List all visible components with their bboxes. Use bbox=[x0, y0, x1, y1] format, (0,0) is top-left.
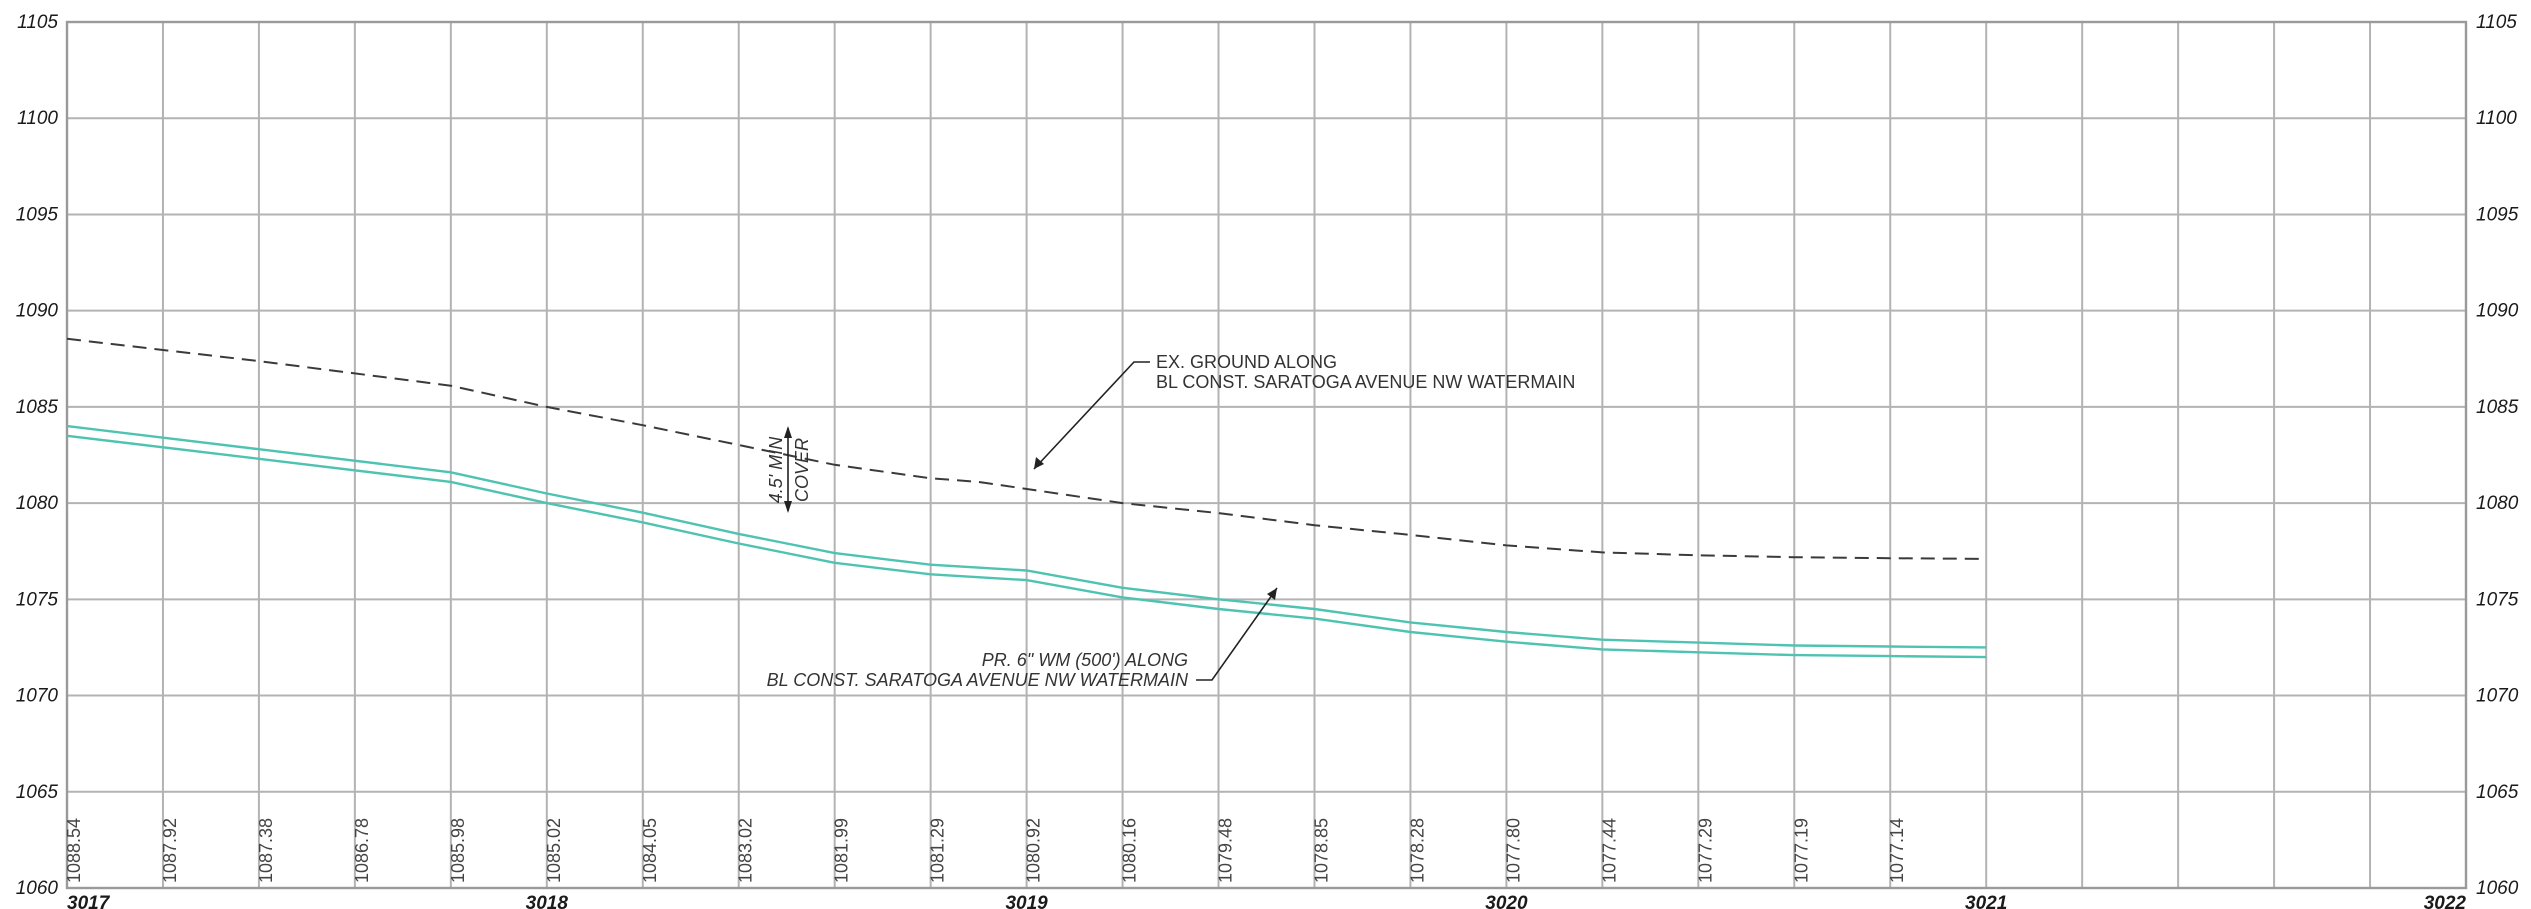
y-tick-label-left: 1100 bbox=[17, 108, 58, 129]
ground-elevation-label: 1087.92 bbox=[160, 818, 180, 883]
cover-arrow-top bbox=[784, 426, 792, 438]
y-tick-label-right: 1090 bbox=[2476, 301, 2519, 322]
existing-ground-line bbox=[66, 337, 1987, 560]
ground-elevation-label: 1080.92 bbox=[1024, 818, 1044, 883]
ground-elevation-labels: 1088.54 1087.92 1087.38 1086.78 1085.98 1085.… bbox=[64, 818, 1907, 883]
station-tick-label: 3019 bbox=[1005, 893, 1048, 909]
y-tick-label-left: 1105 bbox=[17, 12, 58, 33]
ground-elevation-label: 1078.85 bbox=[1311, 818, 1331, 883]
ground-elevation-label: 1078.28 bbox=[1407, 818, 1427, 883]
y-tick-label-left: 1060 bbox=[16, 878, 59, 899]
ground-leader-line bbox=[1033, 361, 1150, 470]
ground-elevation-label: 1088.54 bbox=[64, 818, 84, 883]
y-tick-label-left: 1075 bbox=[16, 589, 59, 610]
pipe-leader-arrow bbox=[1267, 588, 1277, 600]
ground-elevation-label: 1081.29 bbox=[928, 818, 948, 883]
ground-elevation-label: 1077.14 bbox=[1887, 818, 1907, 883]
ground-elevation-label: 1077.80 bbox=[1503, 818, 1523, 883]
y-tick-label-left: 1085 bbox=[16, 397, 59, 418]
ground-elevation-label: 1084.05 bbox=[640, 818, 660, 883]
y-tick-label-left: 1090 bbox=[16, 301, 59, 322]
pipe-callout: PR. 6" WM (500') ALONG BL CONST. SARATOG… bbox=[767, 587, 1278, 690]
pipe-top-line bbox=[66, 424, 1987, 649]
y-tick-label-right: 1095 bbox=[2476, 204, 2519, 225]
y-tick-label-left: 1095 bbox=[16, 204, 59, 225]
ground-elevation-label: 1085.02 bbox=[544, 818, 564, 883]
ground-elevation-label: 1081.99 bbox=[832, 818, 852, 883]
ground-elevation-label: 1086.78 bbox=[352, 818, 372, 883]
ground-elevation-label: 1077.29 bbox=[1695, 818, 1715, 883]
station-tick-label: 3018 bbox=[526, 893, 569, 909]
cover-callout: 4.5' MIN COVER bbox=[766, 426, 812, 513]
y-axis-right: 1060 1065 1070 1075 1080 1085 1090 1095 1100 1105 bbox=[2476, 12, 2519, 899]
y-tick-label-right: 1080 bbox=[2476, 493, 2519, 514]
ground-leader-arrow bbox=[1034, 457, 1044, 469]
station-tick-label: 3017 bbox=[67, 893, 111, 909]
station-tick-label: 3021 bbox=[1965, 893, 2007, 909]
y-tick-label-right: 1100 bbox=[2476, 108, 2517, 129]
y-tick-label-right: 1070 bbox=[2476, 686, 2519, 707]
y-tick-label-right: 1075 bbox=[2476, 589, 2519, 610]
pipe-bottom-line bbox=[66, 434, 1987, 659]
y-tick-label-left: 1080 bbox=[16, 493, 59, 514]
station-tick-label: 3022 bbox=[2424, 893, 2467, 909]
y-tick-label-right: 1085 bbox=[2476, 397, 2519, 418]
pipe-leader-line bbox=[1196, 587, 1278, 681]
cover-note-line1: 4.5' MIN bbox=[766, 436, 786, 503]
grid bbox=[67, 21, 2466, 889]
y-tick-label-left: 1065 bbox=[16, 782, 59, 803]
ground-elevation-label: 1077.19 bbox=[1791, 818, 1811, 883]
pipe-note-line2: BL CONST. SARATOGA AVENUE NW WATERMAIN bbox=[767, 670, 1189, 690]
station-tick-label: 3020 bbox=[1485, 893, 1528, 909]
y-axis-left: 1060 1065 1070 1075 1080 1085 1090 1095 1100 1105 bbox=[16, 12, 59, 899]
y-tick-label-left: 1070 bbox=[16, 686, 59, 707]
pipe-note-line1: PR. 6" WM (500') ALONG bbox=[982, 650, 1188, 670]
y-tick-label-right: 1065 bbox=[2476, 782, 2519, 803]
station-axis: 3017 3018 3019 3020 3021 3022 bbox=[67, 893, 2466, 909]
ground-elevation-label: 1083.02 bbox=[736, 818, 756, 883]
y-tick-label-right: 1060 bbox=[2476, 878, 2519, 899]
cover-arrow-bottom bbox=[784, 501, 792, 513]
ground-note-line1: EX. GROUND ALONG bbox=[1156, 352, 1337, 372]
ground-elevation-label: 1080.16 bbox=[1120, 818, 1140, 883]
y-tick-label-right: 1105 bbox=[2476, 12, 2517, 33]
ground-elevation-label: 1077.44 bbox=[1599, 818, 1619, 883]
ground-elevation-label: 1087.38 bbox=[256, 818, 276, 883]
cover-note-line2: COVER bbox=[792, 438, 812, 502]
plot-frame bbox=[65, 20, 2468, 890]
ground-callout: EX. GROUND ALONG BL CONST. SARATOGA AVEN… bbox=[1033, 352, 1575, 470]
ground-elevation-label: 1085.98 bbox=[448, 818, 468, 883]
ground-elevation-label: 1079.48 bbox=[1216, 818, 1236, 883]
ground-note-line2: BL CONST. SARATOGA AVENUE NW WATERMAIN bbox=[1156, 372, 1575, 392]
profile-lines bbox=[66, 337, 1987, 659]
